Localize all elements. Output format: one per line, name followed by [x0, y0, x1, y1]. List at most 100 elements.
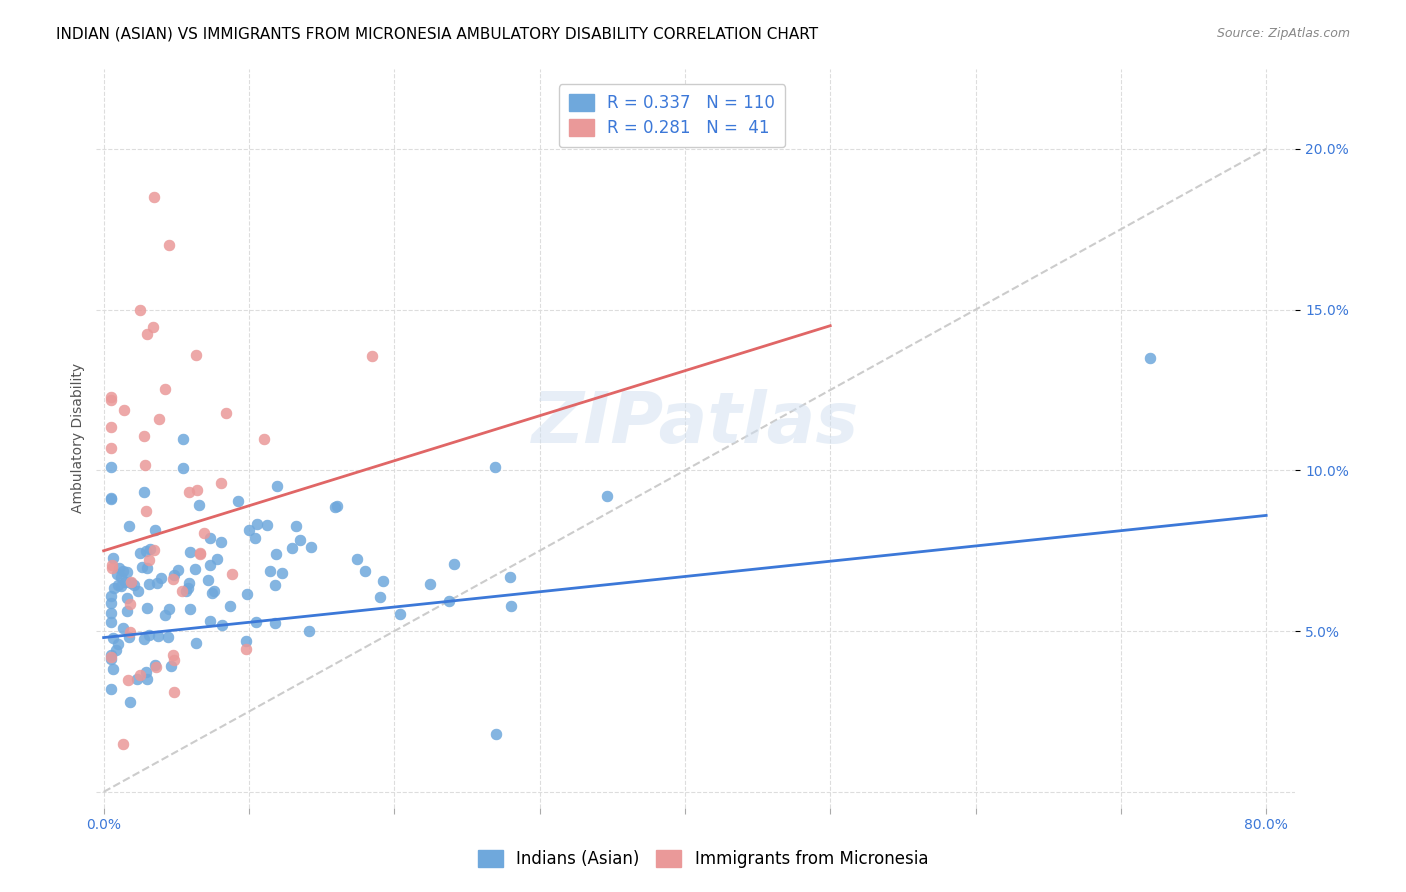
Point [131, 559, 153, 574]
Point [105, 566, 128, 581]
Point [136, 561, 159, 575]
Point [117, 565, 139, 579]
Text: Source: ZipAtlas.com: Source: ZipAtlas.com [1216, 27, 1350, 40]
Point [101, 561, 124, 575]
Point [360, 350, 382, 364]
Point [118, 695, 141, 709]
Point [298, 624, 321, 639]
Point [221, 567, 243, 582]
Point [163, 684, 186, 698]
Point [118, 630, 141, 644]
Point [163, 653, 186, 667]
Point [371, 574, 394, 588]
Point [245, 531, 267, 545]
Point [143, 523, 166, 537]
Point [499, 599, 522, 613]
Point [439, 594, 461, 608]
Y-axis label: Ambulatory Disability: Ambulatory Disability [72, 363, 86, 513]
Point [118, 519, 141, 533]
Point [201, 585, 224, 599]
Point [264, 616, 287, 631]
Point [163, 568, 186, 582]
Point [200, 614, 222, 628]
Point [100, 441, 122, 455]
Point [142, 542, 165, 557]
Point [172, 461, 194, 475]
Point [284, 518, 307, 533]
Point [132, 632, 155, 646]
Legend: R = 0.337   N = 110, R = 0.281   N =  41: R = 0.337 N = 110, R = 0.281 N = 41 [558, 84, 785, 147]
Point [193, 526, 215, 541]
Point [112, 621, 135, 635]
Point [162, 648, 184, 663]
Point [226, 494, 249, 508]
Point [209, 534, 232, 549]
Point [118, 597, 141, 611]
Point [100, 492, 122, 507]
Point [112, 402, 135, 417]
Point [162, 572, 184, 586]
Point [177, 575, 200, 590]
Point [245, 615, 267, 630]
Point [107, 577, 129, 591]
Point [148, 411, 170, 425]
Point [153, 608, 176, 623]
Point [132, 428, 155, 442]
Point [115, 604, 138, 618]
Point [211, 617, 233, 632]
Point [100, 649, 122, 664]
Point [145, 576, 167, 591]
Point [235, 641, 257, 656]
Point [256, 518, 278, 533]
Point [100, 648, 122, 662]
Point [101, 550, 124, 565]
Point [264, 547, 287, 561]
Point [184, 348, 207, 362]
Point [135, 665, 157, 679]
Legend: Indians (Asian), Immigrants from Micronesia: Indians (Asian), Immigrants from Microne… [471, 843, 935, 875]
Point [138, 553, 160, 567]
Point [370, 590, 392, 604]
Point [138, 577, 160, 591]
Point [122, 578, 145, 592]
Point [188, 548, 211, 562]
Point [174, 584, 197, 599]
Point [143, 190, 166, 204]
Point [135, 327, 157, 342]
Point [145, 660, 167, 674]
Point [235, 633, 257, 648]
Point [110, 570, 132, 584]
Point [129, 302, 152, 317]
Point [252, 432, 274, 446]
Point [100, 652, 122, 666]
Point [118, 624, 141, 639]
Point [323, 500, 346, 514]
Point [354, 564, 377, 578]
Point [143, 657, 166, 672]
Point [188, 499, 211, 513]
Point [186, 483, 208, 498]
Point [214, 406, 236, 420]
Point [120, 576, 142, 591]
Point [179, 602, 201, 616]
Point [100, 392, 122, 407]
Point [202, 583, 225, 598]
Point [172, 584, 194, 599]
Point [112, 737, 135, 751]
Text: ZIPatlas: ZIPatlas [531, 389, 859, 458]
Point [157, 630, 180, 644]
Point [484, 459, 506, 474]
Point [101, 662, 124, 676]
Point [197, 573, 219, 587]
Point [259, 564, 281, 578]
Point [209, 476, 232, 491]
Point [443, 558, 465, 572]
Point [346, 552, 368, 566]
Point [146, 629, 169, 643]
Point [288, 533, 311, 547]
Point [485, 727, 508, 741]
Point [167, 563, 190, 577]
Point [136, 672, 159, 686]
Point [100, 459, 122, 474]
Point [1139, 351, 1161, 365]
